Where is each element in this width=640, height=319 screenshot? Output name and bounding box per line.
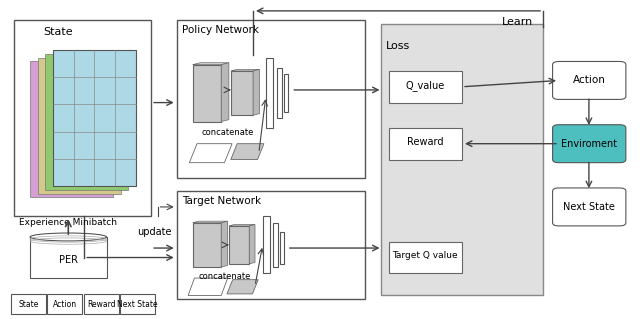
Text: Action: Action	[52, 300, 77, 308]
Polygon shape	[189, 144, 232, 163]
Text: update: update	[137, 227, 172, 237]
Bar	[120, 294, 155, 315]
Bar	[229, 226, 249, 264]
Polygon shape	[193, 63, 229, 65]
Bar	[273, 223, 278, 267]
Bar	[276, 68, 282, 118]
Text: Loss: Loss	[386, 41, 410, 51]
Bar	[193, 65, 221, 122]
Bar	[14, 20, 151, 216]
Bar	[30, 237, 106, 278]
Text: concatenate: concatenate	[198, 272, 251, 281]
Polygon shape	[227, 280, 258, 294]
Text: Reward: Reward	[407, 137, 444, 147]
Ellipse shape	[30, 233, 106, 241]
Bar	[53, 50, 136, 186]
Polygon shape	[221, 63, 229, 122]
Bar	[11, 294, 46, 315]
Bar	[389, 128, 462, 160]
Polygon shape	[221, 221, 228, 267]
Bar	[38, 58, 120, 194]
FancyBboxPatch shape	[552, 125, 626, 163]
Bar	[389, 71, 462, 103]
Polygon shape	[229, 225, 255, 226]
Text: Action: Action	[573, 76, 605, 85]
Polygon shape	[188, 278, 228, 295]
Text: Policy Network: Policy Network	[182, 25, 259, 35]
Bar	[45, 54, 128, 190]
Text: Target Q value: Target Q value	[392, 251, 458, 260]
Bar	[381, 24, 543, 295]
Text: Enviroment: Enviroment	[561, 139, 618, 149]
Text: Next State: Next State	[117, 300, 157, 308]
Text: Experience Minibatch: Experience Minibatch	[19, 219, 117, 227]
Bar	[47, 294, 83, 315]
Polygon shape	[231, 69, 259, 71]
Bar	[266, 58, 273, 128]
Bar	[53, 50, 136, 186]
FancyBboxPatch shape	[552, 188, 626, 226]
Text: Learn: Learn	[502, 17, 534, 27]
Text: State: State	[43, 27, 72, 37]
Bar	[284, 74, 288, 112]
Bar	[177, 20, 365, 178]
Polygon shape	[253, 69, 259, 115]
Text: Target Network: Target Network	[182, 196, 261, 206]
Polygon shape	[231, 144, 264, 160]
Text: Q_value: Q_value	[406, 80, 445, 91]
FancyBboxPatch shape	[552, 62, 626, 100]
Bar	[389, 242, 462, 273]
Text: concatenate: concatenate	[202, 128, 254, 137]
Bar	[177, 191, 365, 299]
Polygon shape	[193, 221, 228, 223]
Bar	[231, 71, 253, 115]
Text: State: State	[19, 300, 38, 308]
Text: PER: PER	[59, 255, 78, 264]
Text: Next State: Next State	[563, 202, 615, 212]
Polygon shape	[249, 225, 255, 264]
Text: Reward: Reward	[87, 300, 115, 308]
Bar	[262, 216, 270, 273]
Bar	[30, 62, 113, 197]
Bar	[84, 294, 118, 315]
Bar	[280, 232, 284, 264]
Bar	[193, 223, 221, 267]
